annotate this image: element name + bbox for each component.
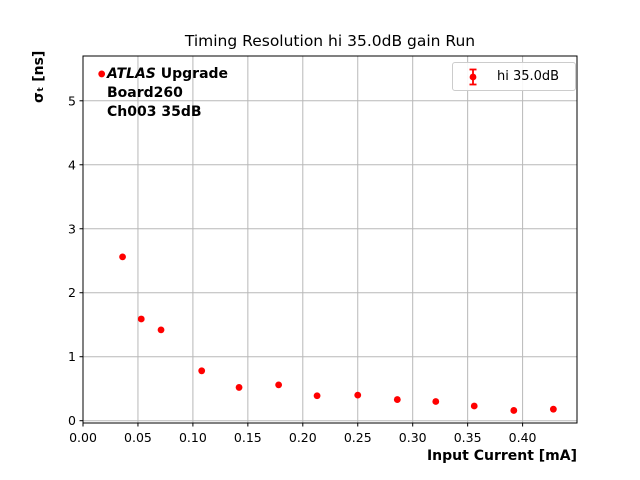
x-tick-label: 0.15 [234,430,262,445]
annotation-line2: Board260 [107,85,183,101]
x-tick-label: 0.35 [454,430,482,445]
x-axis-label: Input Current [mA] [426,448,577,464]
annotation-line1: ATLAS Upgrade [107,65,228,84]
annotation-line3: Ch003 35dB [107,104,202,120]
x-tick-label: 0.00 [69,430,97,445]
y-tick-label: 3 [68,221,76,236]
annotation-atlas: ATLAS [107,66,156,82]
data-point [510,407,518,414]
data-point [157,326,165,334]
x-tick-label: 0.10 [179,430,207,445]
data-point [313,392,321,400]
errorbar-point-icon [469,68,477,85]
y-tick-label: 0 [68,413,76,428]
legend-entry-label: hi 35.0dB [497,69,560,84]
x-tick-label: 0.40 [509,430,537,445]
x-tick-label: 0.25 [344,430,372,445]
x-tick-label: 0.05 [124,430,152,445]
data-point [393,396,401,403]
data-point [432,398,440,405]
data-point [98,70,106,78]
data-point [470,402,478,410]
y-tick-label: 4 [68,157,76,172]
y-tick-label: 5 [68,93,76,108]
x-tick-label: 0.20 [289,430,317,445]
y-axis-label: σₜ [ns] [31,50,47,103]
chart-title: Timing Resolution hi 35.0dB gain Run [184,32,476,50]
data-point [119,253,126,261]
data-point [137,315,145,323]
plot-border [82,55,578,424]
x-tick-label: 0.30 [399,430,427,445]
data-point [235,384,243,391]
y-tick-label: 2 [68,285,76,300]
data-point [549,405,557,413]
data-point [354,391,362,399]
data-point [198,367,206,375]
plot-annotation: ATLAS Upgrade Board260 Ch003 35dB [107,65,228,122]
data-point [275,381,283,389]
annotation-upgrade: Upgrade [155,66,229,82]
y-tick-label: 1 [68,349,76,364]
legend-box: hi 35.0dB [452,62,576,91]
